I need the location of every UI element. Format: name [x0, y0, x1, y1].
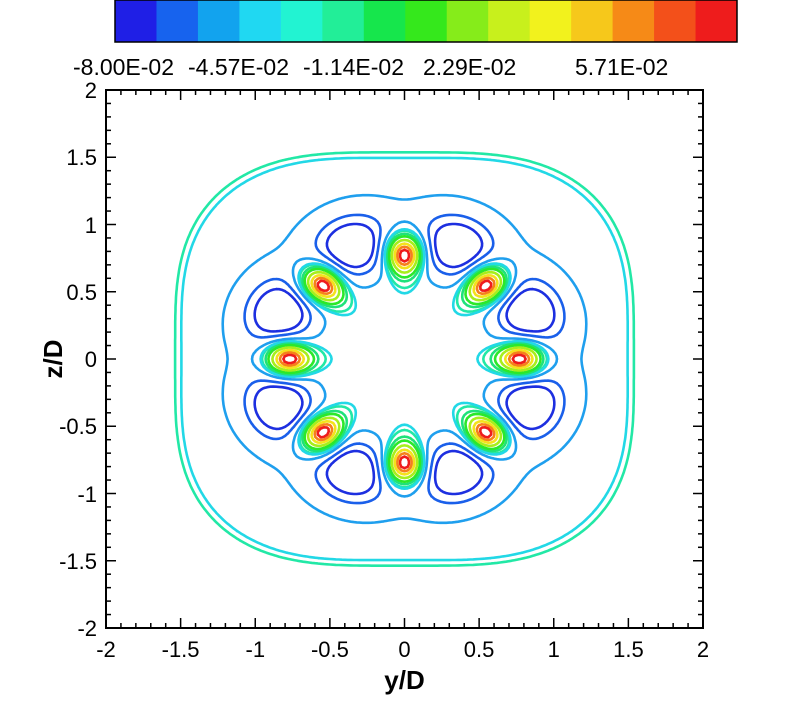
- contour-line: [267, 235, 542, 483]
- y-tick-label-6: 1: [85, 213, 97, 238]
- legend-swatch: [405, 0, 448, 42]
- x-tick-label-4: 0: [398, 637, 410, 662]
- contour-line: [278, 245, 531, 473]
- x-tick-label-5: 0.5: [464, 637, 495, 662]
- legend-swatch: [156, 0, 199, 42]
- plot-frame: [105, 89, 704, 629]
- legend-swatch: [654, 0, 697, 42]
- x-tick-label-1: -1.5: [162, 637, 200, 662]
- legend-border: [114, 0, 738, 43]
- y-tick-label-8: 2: [85, 78, 97, 103]
- y-tick-label-7: 1.5: [66, 145, 97, 170]
- y-tick-labels: -2 -1.5 -1 -0.5 0 0.5 1 1.5 2: [59, 78, 97, 641]
- legend-swatches: [114, 0, 738, 43]
- contour-line: [173, 151, 636, 567]
- contour-line: [264, 232, 545, 486]
- x-axis-title: y/D: [384, 665, 424, 695]
- contour-line: [271, 238, 538, 480]
- y-tick-label-5: 0.5: [66, 280, 97, 305]
- legend-swatch: [488, 0, 531, 42]
- contour-line: [253, 222, 556, 496]
- x-tick-labels: -2 -1.5 -1 -0.5 0 0.5 1 1.5 2: [96, 637, 709, 662]
- contour-line: [243, 213, 566, 505]
- legend-swatch: [571, 0, 614, 42]
- legend-labels: -8.00E-02 -4.57E-02 -1.14E-02 2.29E-02 5…: [73, 54, 668, 80]
- legend-swatch: [529, 0, 572, 42]
- legend-swatch: [446, 0, 489, 42]
- y-tick-label-0: -2: [77, 616, 97, 641]
- contour-lines: [173, 151, 636, 567]
- y-tick-label-2: -1: [77, 482, 97, 507]
- contour-line: [221, 193, 588, 525]
- contour-line: [275, 242, 534, 476]
- axis-ticks: [105, 89, 704, 629]
- y-tick-label-4: 0: [85, 347, 97, 372]
- legend-swatch: [363, 0, 406, 42]
- x-tick-label-0: -2: [96, 637, 116, 662]
- legend-label-4: 5.71E-02: [575, 54, 668, 80]
- legend-swatch: [322, 0, 365, 42]
- legend-swatch: [197, 0, 240, 42]
- x-tick-label-8: 2: [697, 637, 709, 662]
- legend-swatch: [115, 0, 157, 42]
- legend-label-3: 2.29E-02: [423, 54, 516, 80]
- legend-label-2: -1.14E-02: [303, 54, 404, 80]
- legend-label-1: -4.57E-02: [188, 54, 289, 80]
- y-tick-label-3: -0.5: [59, 414, 97, 439]
- contour-line: [180, 156, 629, 562]
- y-tick-label-1: -1.5: [59, 549, 97, 574]
- legend-label-0: -8.00E-02: [73, 54, 174, 80]
- x-tick-label-6: 1: [548, 637, 560, 662]
- y-axis-title: z/D: [38, 340, 68, 379]
- color-legend: -8.00E-02 -4.57E-02 -1.14E-02 2.29E-02 5…: [73, 0, 738, 80]
- legend-swatch: [280, 0, 323, 42]
- x-tick-label-2: -1: [246, 637, 266, 662]
- contour-line: [282, 248, 527, 470]
- legend-swatch: [239, 0, 282, 42]
- legend-swatch: [695, 0, 738, 42]
- legend-swatch: [612, 0, 655, 42]
- x-tick-label-3: -0.5: [311, 637, 349, 662]
- x-tick-label-7: 1.5: [613, 637, 644, 662]
